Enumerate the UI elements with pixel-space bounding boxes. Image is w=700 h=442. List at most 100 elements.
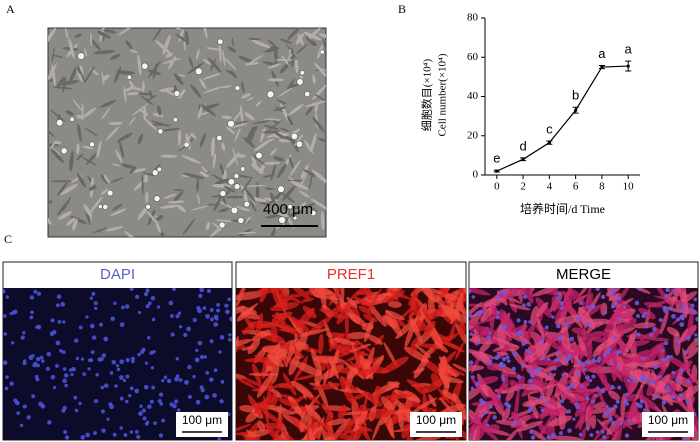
cell (317, 67, 326, 73)
cell (234, 154, 247, 158)
cell (147, 211, 160, 226)
nucleus (515, 331, 521, 337)
nucleus (149, 350, 154, 356)
cell (281, 293, 304, 304)
cell (638, 394, 660, 411)
nucleus (70, 373, 74, 377)
cell (560, 322, 570, 353)
nucleus (529, 430, 534, 434)
nucleus (634, 300, 640, 306)
cell (246, 97, 254, 102)
cell (190, 84, 202, 98)
cell (522, 400, 538, 408)
nucleus (684, 350, 688, 354)
cell (441, 389, 457, 401)
nucleus (100, 409, 105, 414)
cell (382, 315, 398, 328)
cell (60, 183, 78, 196)
cell (244, 216, 252, 224)
y-axis-label: 细胞数目(×10⁴) (421, 58, 434, 131)
cell (423, 320, 436, 337)
nucleus (55, 303, 60, 308)
cell (643, 301, 663, 308)
nucleus (134, 388, 140, 394)
nucleus (522, 294, 528, 299)
cell (232, 147, 239, 167)
cell (349, 392, 369, 402)
nucleus (500, 374, 505, 379)
cell (287, 115, 294, 126)
nucleus (50, 318, 55, 323)
nucleus (553, 367, 557, 371)
nucleus (3, 332, 8, 336)
nucleus (675, 339, 680, 344)
nucleus (111, 360, 116, 365)
cell (678, 328, 689, 344)
cell (111, 163, 121, 167)
cell (536, 301, 549, 318)
nucleus (91, 291, 96, 296)
nucleus (172, 288, 176, 292)
cell (173, 189, 184, 191)
cell (297, 201, 307, 212)
nucleus (137, 310, 142, 315)
nucleus (119, 375, 124, 380)
cell (422, 306, 430, 320)
nucleus (544, 325, 549, 330)
nucleus (518, 385, 523, 390)
nucleus (196, 306, 201, 311)
cell (265, 214, 280, 219)
cell (304, 139, 314, 154)
nucleus (101, 428, 106, 433)
cell (539, 387, 546, 403)
nucleus (499, 289, 504, 294)
cell (572, 365, 582, 389)
nucleus (147, 301, 152, 306)
cell (105, 126, 120, 141)
nucleus (624, 433, 630, 438)
nucleus (80, 435, 86, 440)
nucleus (112, 432, 117, 437)
cell (492, 336, 518, 348)
nucleus (62, 378, 67, 384)
nucleus (641, 374, 646, 378)
cell (594, 367, 605, 384)
nucleus (124, 399, 129, 404)
cell (144, 174, 149, 183)
cell (100, 99, 117, 108)
nucleus (186, 326, 191, 332)
cell (245, 126, 255, 143)
nucleus (683, 437, 688, 440)
nucleus (199, 354, 205, 360)
nucleus (644, 378, 649, 382)
cell (625, 317, 637, 329)
round-cell (69, 116, 75, 122)
cell (110, 208, 127, 216)
cell (110, 177, 124, 183)
cell (357, 369, 374, 376)
nucleus (137, 352, 141, 357)
cell (235, 205, 251, 212)
nucleus (89, 323, 95, 329)
cell (173, 28, 182, 31)
cell (82, 145, 94, 150)
nucleus (506, 403, 512, 409)
cell (237, 378, 256, 388)
cell (83, 48, 88, 57)
cell (280, 288, 288, 311)
point (574, 108, 578, 112)
cell (387, 381, 400, 388)
cell (581, 331, 606, 341)
nucleus (610, 361, 615, 365)
scale-bar-label: 100 μm (416, 413, 456, 427)
cell (270, 46, 280, 50)
nucleus (151, 385, 156, 390)
cell (85, 209, 91, 226)
cell (145, 94, 158, 102)
nucleus (672, 288, 677, 293)
nucleus (31, 353, 35, 358)
nucleus (643, 311, 648, 315)
cell (48, 62, 57, 81)
nucleus (678, 393, 683, 398)
nucleus (141, 408, 146, 413)
